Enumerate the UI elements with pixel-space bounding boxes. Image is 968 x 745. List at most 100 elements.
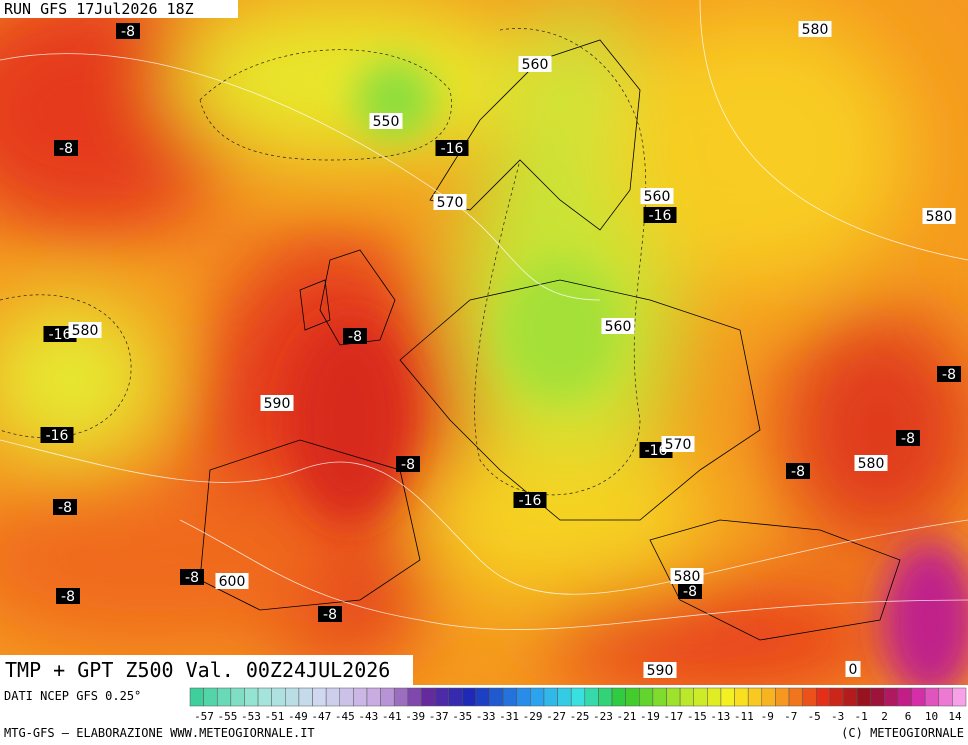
header-box <box>0 0 238 18</box>
height-label: 590 <box>264 396 291 412</box>
scale-label: -57 <box>194 710 214 723</box>
scale-box <box>611 687 626 707</box>
height-label: 0 <box>849 662 858 678</box>
temperature-label-box <box>56 588 80 604</box>
scale-label: -53 <box>241 710 261 723</box>
scale-box <box>938 687 953 707</box>
temperature-label: -8 <box>121 24 135 40</box>
scale-label: -47 <box>311 710 331 723</box>
scale-box <box>707 687 722 707</box>
temperature-label: -16 <box>49 327 72 343</box>
scale-box <box>666 687 681 707</box>
height-label-box <box>643 662 677 678</box>
scale-box <box>856 687 871 707</box>
scale-label: -55 <box>218 710 238 723</box>
scale-label: -37 <box>429 710 449 723</box>
scale-box <box>298 687 313 707</box>
temperature-label-box <box>40 427 74 443</box>
temperature-label: -16 <box>649 208 672 224</box>
temperature-label: -8 <box>942 367 956 383</box>
scale-box <box>693 687 708 707</box>
scale-box <box>761 687 776 707</box>
scale-label: -41 <box>382 710 402 723</box>
temperature-label-box <box>513 492 547 508</box>
scale-box <box>734 687 749 707</box>
temperature-label: -16 <box>441 141 464 157</box>
scale-box <box>625 687 640 707</box>
scale-label: -7 <box>784 710 797 723</box>
scale-box <box>244 687 259 707</box>
height-label-box <box>601 318 635 334</box>
scale-label: -9 <box>761 710 774 723</box>
height-label: 560 <box>605 319 632 335</box>
scale-label: -31 <box>499 710 519 723</box>
scale-box <box>639 687 654 707</box>
scale-box <box>271 687 286 707</box>
temperature-label-box <box>678 583 702 599</box>
credit: MTG-GFS — ELABORAZIONE WWW.METEOGIORNALE… <box>4 726 315 740</box>
height-label-box <box>260 395 294 411</box>
scale-box <box>720 687 735 707</box>
height-label-box <box>215 573 249 589</box>
scale-box <box>679 687 694 707</box>
scale-box <box>325 687 341 707</box>
temperature-label: -8 <box>185 570 199 586</box>
temperature-label-box <box>896 430 920 446</box>
scale-box <box>516 687 531 707</box>
height-label: 590 <box>647 663 674 679</box>
scale-box <box>829 687 844 707</box>
scale-label: -39 <box>405 710 425 723</box>
temperature-label-box <box>116 23 140 39</box>
coastlines <box>199 39 901 641</box>
scale-box <box>911 687 926 707</box>
scale-label: 6 <box>905 710 912 723</box>
temperature-label: -8 <box>791 464 805 480</box>
scale-label: -23 <box>593 710 613 723</box>
copyright: (C) METEOGIORNALE <box>841 726 964 740</box>
temperature-label-box <box>937 366 961 382</box>
temperature-label: -8 <box>348 329 362 345</box>
temperature-label-box <box>180 569 204 585</box>
scale-label: -5 <box>808 710 821 723</box>
scale-box <box>216 687 232 707</box>
temperature-label: -8 <box>61 589 75 605</box>
height-label-box <box>798 21 832 37</box>
height-label-box <box>854 455 888 471</box>
scale-box <box>434 687 449 707</box>
scale-label: -21 <box>617 710 637 723</box>
height-label-box <box>640 188 674 204</box>
temperature-label-box <box>53 499 77 515</box>
scale-label: -11 <box>734 710 754 723</box>
scale-label: -29 <box>523 710 543 723</box>
temperature-label-box <box>54 140 78 156</box>
scale-label: -13 <box>710 710 730 723</box>
scale-box <box>407 687 422 707</box>
height-label-box <box>670 568 704 584</box>
scale-box <box>475 687 490 707</box>
scale-box <box>570 687 586 707</box>
scale-box <box>775 687 790 707</box>
height-label: 560 <box>644 189 671 205</box>
scale-label: -19 <box>640 710 660 723</box>
scale-box <box>870 687 885 707</box>
scale-box <box>353 687 368 707</box>
scale-label: -35 <box>452 710 472 723</box>
height-label-box <box>922 208 956 224</box>
scale-box <box>530 687 545 707</box>
temperature-label: -16 <box>519 493 542 509</box>
footer-title-box <box>0 655 413 685</box>
height-label-box <box>845 661 861 677</box>
scale-label: -45 <box>335 710 355 723</box>
scale-box <box>257 687 272 707</box>
scale-label: 2 <box>881 710 888 723</box>
temperature-label: -8 <box>901 431 915 447</box>
height-label: 580 <box>926 209 953 225</box>
height-label: 600 <box>219 574 246 590</box>
temperature-label-box <box>343 328 367 344</box>
height-label-box <box>433 194 467 210</box>
scale-label: -17 <box>663 710 683 723</box>
temperature-label-box <box>43 326 77 342</box>
scale-box <box>884 687 899 707</box>
scale-box <box>312 687 327 707</box>
scale-label: 10 <box>925 710 938 723</box>
